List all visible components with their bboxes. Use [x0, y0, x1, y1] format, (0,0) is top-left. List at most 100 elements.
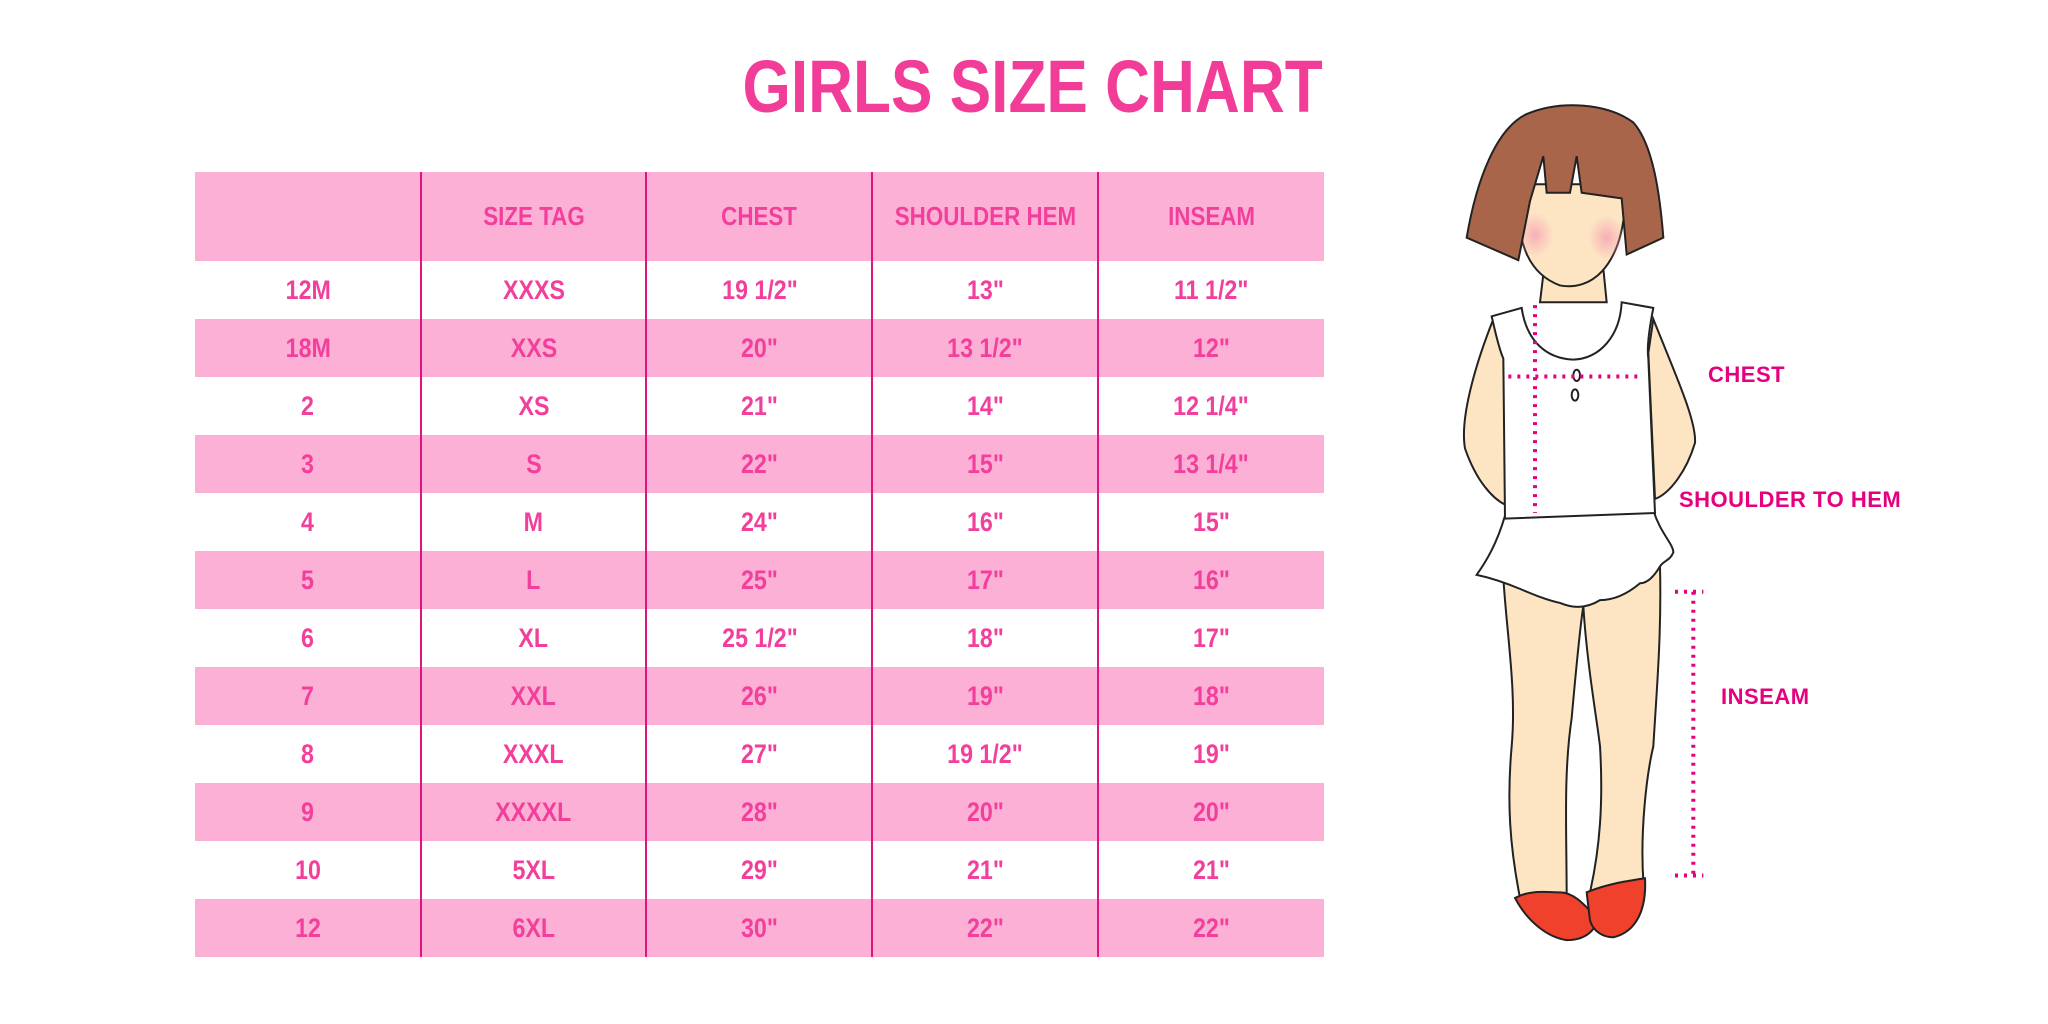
- page-title: GIRLS SIZE CHART: [742, 45, 1323, 128]
- cell-text: SHOULDER HEM: [894, 201, 1076, 231]
- cell-text: 13 1/2": [947, 332, 1024, 363]
- left-shoe: [1515, 892, 1597, 940]
- table-row: 12 6XL 30" 22" 22": [195, 899, 1324, 957]
- cell-text: 19 1/2": [947, 738, 1024, 769]
- girl-illustration: [1440, 100, 1940, 980]
- cell-text: 3: [301, 448, 315, 479]
- cell-text: 20": [741, 332, 778, 363]
- cell-text: 15": [1192, 506, 1230, 537]
- table-header-row: SIZE TAG CHEST SHOULDER HEM INSEAM: [195, 172, 1324, 261]
- table-cell: 16": [872, 493, 1098, 551]
- table-cell: 19": [872, 667, 1098, 725]
- table-cell: 20": [872, 783, 1098, 841]
- table-cell: XXL: [421, 667, 647, 725]
- shirt: [1492, 302, 1655, 518]
- table-row: 3 S 22" 15" 13 1/4": [195, 435, 1324, 493]
- cell-text: 5XL: [512, 854, 555, 885]
- table-cell: 19 1/2": [872, 725, 1098, 783]
- cell-text: 17": [966, 564, 1004, 595]
- cell-text: XXXS: [502, 274, 565, 305]
- cell-text: 29": [741, 854, 778, 885]
- table-row: 4 M 24" 16" 15": [195, 493, 1324, 551]
- table-cell: 3: [195, 435, 421, 493]
- cell-text: 30": [741, 912, 778, 943]
- cell-text: 18M: [285, 332, 331, 363]
- cell-text: 19 1/2": [721, 274, 798, 305]
- right-shoe: [1587, 878, 1646, 937]
- cell-text: 4: [301, 506, 315, 537]
- table-cell: 29": [647, 841, 873, 899]
- header-cell: SIZE TAG: [421, 172, 647, 261]
- table-cell: 16": [1098, 551, 1324, 609]
- cell-text: 19": [1192, 738, 1230, 769]
- left-arm: [1464, 319, 1507, 504]
- table-cell: XL: [421, 609, 647, 667]
- table-cell: XXXS: [421, 261, 647, 319]
- size-chart-table: SIZE TAG CHEST SHOULDER HEM INSEAM 12M XXXS 19…: [195, 172, 1324, 957]
- table-cell: 25": [647, 551, 873, 609]
- column-divider: [420, 172, 422, 957]
- cell-text: 5: [301, 564, 315, 595]
- table-row: 2 XS 21" 14" 12 1/4": [195, 377, 1324, 435]
- girl-measurement-illustration: [1440, 100, 1940, 980]
- cell-text: 24": [741, 506, 778, 537]
- cell-text: 13 1/4": [1173, 448, 1249, 479]
- cell-text: 16": [1192, 564, 1230, 595]
- right-leg: [1583, 566, 1660, 892]
- table-row: 6 XL 25 1/2" 18" 17": [195, 609, 1324, 667]
- table-cell: M: [421, 493, 647, 551]
- table-cell: 2: [195, 377, 421, 435]
- table-cell: XS: [421, 377, 647, 435]
- table-cell: L: [421, 551, 647, 609]
- table-cell: 20": [1098, 783, 1324, 841]
- table-cell: 22": [872, 899, 1098, 957]
- table-cell: 12: [195, 899, 421, 957]
- table-cell: 12 1/4": [1098, 377, 1324, 435]
- table-cell: 22": [647, 435, 873, 493]
- table-cell: 4: [195, 493, 421, 551]
- table-cell: 18": [872, 609, 1098, 667]
- column-divider: [645, 172, 647, 957]
- cell-text: XXS: [510, 332, 557, 363]
- cell-text: XXL: [511, 680, 557, 711]
- cell-text: 25 1/2": [721, 622, 798, 653]
- table-cell: XXXL: [421, 725, 647, 783]
- shorts: [1477, 510, 1674, 607]
- column-divider: [871, 172, 873, 957]
- cell-text: 27": [741, 738, 778, 769]
- table-cell: 18M: [195, 319, 421, 377]
- cell-text: 20": [966, 796, 1004, 827]
- table-cell: 21": [1098, 841, 1324, 899]
- cell-text: XS: [518, 390, 550, 421]
- cell-text: 14": [966, 390, 1004, 421]
- table-row: 18M XXS 20" 13 1/2" 12": [195, 319, 1324, 377]
- cell-text: 26": [741, 680, 778, 711]
- left-leg: [1503, 578, 1583, 898]
- cell-text: 6XL: [512, 912, 555, 943]
- table-cell: 15": [872, 435, 1098, 493]
- header-cell: [195, 172, 421, 261]
- cell-text: XL: [518, 622, 549, 653]
- table-cell: 28": [647, 783, 873, 841]
- table-cell: 13 1/2": [872, 319, 1098, 377]
- table-row: 12M XXXS 19 1/2" 13" 11 1/2": [195, 261, 1324, 319]
- table-cell: 30": [647, 899, 873, 957]
- cell-text: 17": [1192, 622, 1230, 653]
- cell-text: 8: [301, 738, 315, 769]
- cell-text: 22": [966, 912, 1004, 943]
- cell-text: 18": [966, 622, 1004, 653]
- cell-text: 22": [1192, 912, 1230, 943]
- table-cell: 12M: [195, 261, 421, 319]
- cell-text: M: [524, 506, 544, 537]
- cell-text: 21": [966, 854, 1004, 885]
- table-cell: 15": [1098, 493, 1324, 551]
- cell-text: 21": [1192, 854, 1230, 885]
- table-cell: S: [421, 435, 647, 493]
- cell-text: 12": [1192, 332, 1230, 363]
- inseam-label: INSEAM: [1721, 684, 1810, 709]
- cell-text: 22": [741, 448, 778, 479]
- cell-text: 28": [741, 796, 778, 827]
- table-cell: 11 1/2": [1098, 261, 1324, 319]
- table-cell: 6: [195, 609, 421, 667]
- chest-label: CHEST: [1708, 362, 1786, 387]
